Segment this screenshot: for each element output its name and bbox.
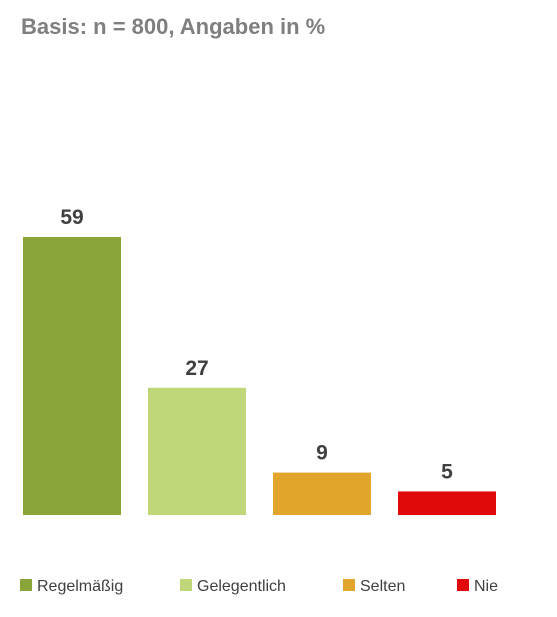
legend-swatch-regelmaessig [20,579,32,591]
value-label-nie: 5 [441,460,453,483]
bar-gelegentlich [148,387,246,515]
value-label-regelmaessig: 59 [60,206,83,229]
chart-subtitle: Basis: n = 800, Angaben in % [21,14,326,39]
legend-swatch-selten [343,579,355,591]
bar-nie [398,491,496,515]
legend-label-nie: Nie [474,578,498,595]
value-label-gelegentlich: 27 [185,357,208,380]
bars-group [23,237,496,515]
legend-swatch-nie [457,579,469,591]
legend-swatch-gelegentlich [180,579,192,591]
legend-label-gelegentlich: Gelegentlich [197,578,286,595]
value-label-selten: 9 [316,442,328,465]
legend-label-regelmaessig: Regelmäßig [37,578,123,595]
legend-label-selten: Selten [360,578,405,595]
legend: Regelmäßig Gelegentlich Selten Nie [20,578,498,595]
bar-selten [273,472,371,515]
bar-regelmaessig [23,237,121,515]
value-labels-group: 59 27 9 5 [60,206,453,483]
